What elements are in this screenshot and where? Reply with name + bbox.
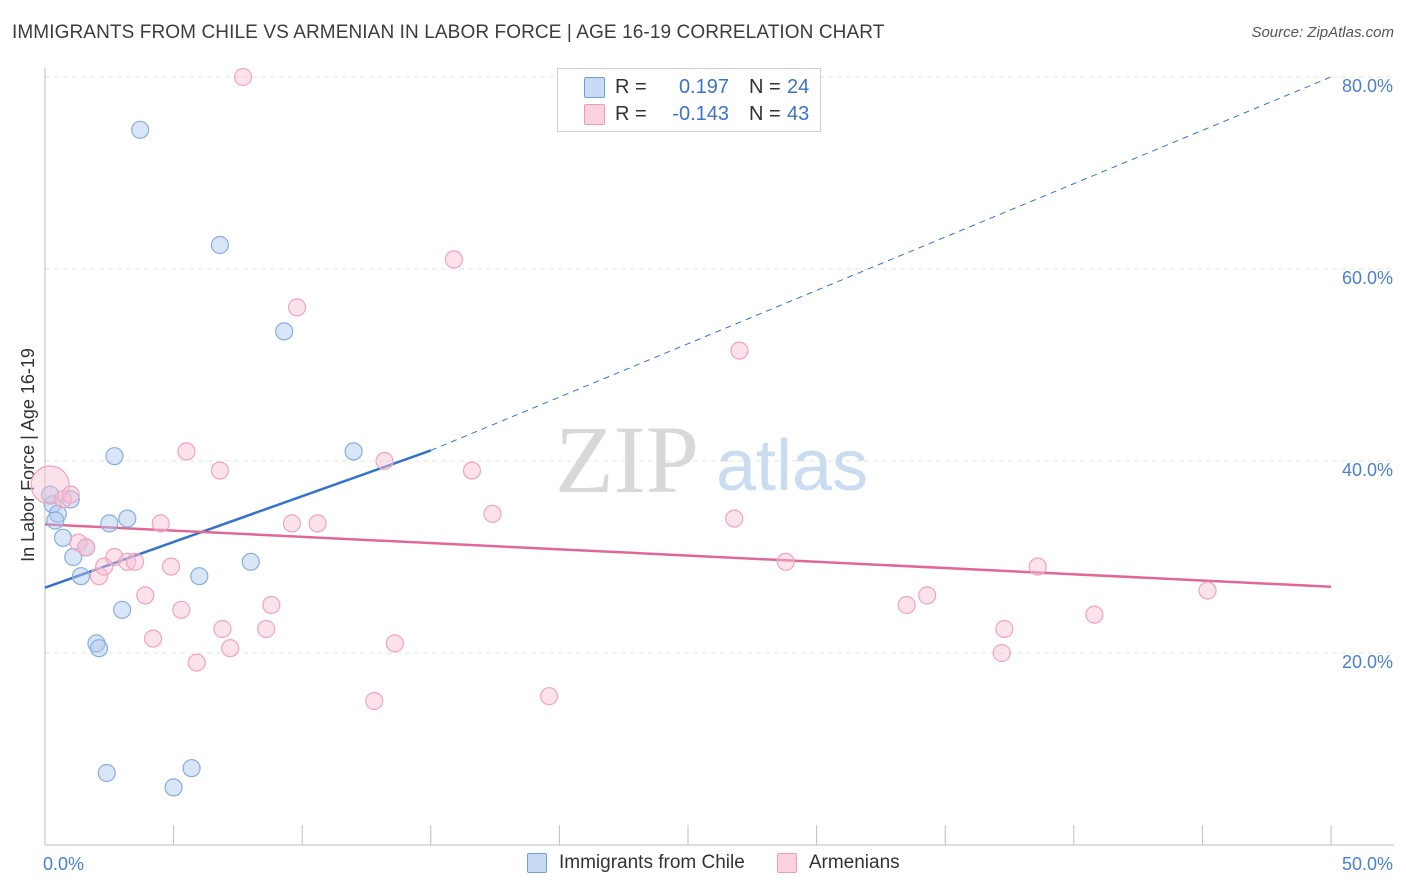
armenians-point	[282, 514, 302, 533]
armenians-point	[462, 461, 482, 480]
y-tick-label: 60.0%	[1342, 268, 1393, 288]
armenians-point	[210, 461, 229, 480]
legend-item-chile: Immigrants from Chile	[527, 852, 745, 874]
chile-trend-line	[44, 449, 432, 589]
legend-n-label: N =	[749, 75, 781, 98]
chile-point	[97, 763, 116, 783]
y-tick-labels: 20.0% 40.0% 60.0% 80.0%	[1342, 76, 1393, 672]
armenians-point	[365, 691, 384, 711]
armenians-point	[30, 465, 70, 505]
armenians-point	[177, 442, 196, 461]
x-tick-labels: 0.0% 50.0%	[43, 854, 1393, 874]
armenians-point	[897, 595, 916, 615]
chile-legend-swatch	[527, 853, 547, 873]
legend-r-label: R =	[615, 75, 647, 98]
armenians-point	[308, 514, 327, 533]
armenians-trend-line	[44, 523, 1332, 589]
armenians-point	[213, 619, 232, 639]
armenians-point	[118, 552, 137, 571]
chile-point	[182, 759, 201, 778]
armenians-point	[540, 687, 559, 706]
armenians-point	[918, 586, 937, 605]
axes	[44, 68, 1394, 846]
x-tick-label: 0.0%	[43, 854, 84, 874]
armenians-point	[233, 67, 253, 87]
chile-point	[344, 442, 363, 461]
y-tick-label: 20.0%	[1342, 652, 1393, 672]
armenians-point	[776, 552, 795, 571]
armenians-point	[61, 485, 80, 504]
legend-n-value: 24	[787, 75, 810, 98]
armenians-point	[375, 451, 394, 471]
armenians-point	[262, 595, 281, 615]
armenians-point	[1085, 605, 1104, 624]
armenians-point	[1198, 581, 1217, 600]
armenians-point	[89, 567, 109, 586]
armenians-point	[136, 586, 155, 605]
data-points	[30, 67, 1217, 797]
chile-point	[53, 528, 73, 547]
chile-point	[210, 235, 229, 255]
armenians-point	[725, 509, 744, 528]
armenians-point	[77, 538, 96, 557]
legend-item-armenians: Armenians	[776, 852, 900, 874]
legend-row-chile: R = 0.197 N = 24	[584, 74, 809, 100]
armenians-point	[992, 643, 1011, 663]
armenians-point	[143, 629, 163, 648]
armenians-point	[483, 504, 502, 523]
trend-lines	[44, 76, 1332, 589]
chile-point	[113, 600, 132, 619]
chile-point	[71, 567, 91, 586]
chile-point	[118, 509, 137, 528]
armenians-point	[172, 600, 191, 619]
watermark-zip: ZIP	[555, 406, 699, 513]
legend-r-value: -0.143	[672, 102, 729, 125]
armenians-point	[187, 653, 206, 672]
armenians-point	[151, 514, 170, 533]
y-tick-label: 80.0%	[1342, 76, 1393, 96]
chile-point	[190, 567, 209, 586]
armenians-point	[444, 250, 464, 269]
watermark: ZIP atlas	[555, 406, 868, 513]
chile-point	[241, 552, 260, 571]
chile-point	[46, 511, 65, 530]
chile-point	[89, 639, 109, 658]
armenians-point	[125, 552, 145, 571]
chile-point	[100, 514, 119, 533]
source-label: Source: ZipAtlas.com	[1251, 24, 1394, 41]
armenians-point	[995, 619, 1014, 639]
y-axis-label: In Labor Force | Age 16-19	[18, 348, 38, 562]
legend-row-armenians: R = -0.143 N = 43	[584, 101, 809, 127]
x-tick-label: 50.0%	[1342, 854, 1393, 874]
chile-point	[64, 547, 83, 567]
chart-title: IMMIGRANTS FROM CHILE VS ARMENIAN IN LAB…	[12, 22, 885, 43]
legend-n-value: 43	[787, 102, 810, 125]
armenians-swatch	[584, 103, 605, 125]
chile-point	[164, 778, 183, 797]
armenians-point	[730, 341, 749, 360]
stats-legend: R = 0.197 N = 24 R = -0.143 N = 43	[557, 68, 821, 132]
armenians-point	[221, 639, 240, 658]
armenians-legend-swatch	[776, 853, 797, 873]
chile-point	[105, 447, 124, 466]
armenians-point	[161, 557, 181, 576]
armenians-point	[287, 298, 307, 317]
chile-trend-extension	[430, 76, 1332, 451]
legend-r-label: R =	[615, 102, 647, 125]
armenians-legend-label: Armenians	[808, 852, 900, 873]
y-tick-label: 40.0%	[1342, 460, 1393, 480]
chile-point	[131, 120, 150, 139]
armenians-point	[257, 619, 276, 639]
chile-point	[87, 634, 106, 653]
chile-swatch	[584, 76, 605, 98]
chile-point	[275, 322, 294, 341]
series-legend: Immigrants from Chile Armenians	[527, 852, 932, 874]
watermark-atlas: atlas	[716, 426, 868, 506]
legend-r-value: 0.197	[678, 75, 729, 98]
armenians-point	[385, 634, 404, 653]
chile-legend-label: Immigrants from Chile	[559, 852, 745, 873]
armenians-point	[1028, 557, 1047, 576]
legend-n-label: N =	[749, 102, 781, 125]
